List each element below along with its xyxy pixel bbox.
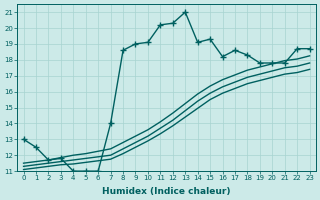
X-axis label: Humidex (Indice chaleur): Humidex (Indice chaleur) (102, 187, 231, 196)
